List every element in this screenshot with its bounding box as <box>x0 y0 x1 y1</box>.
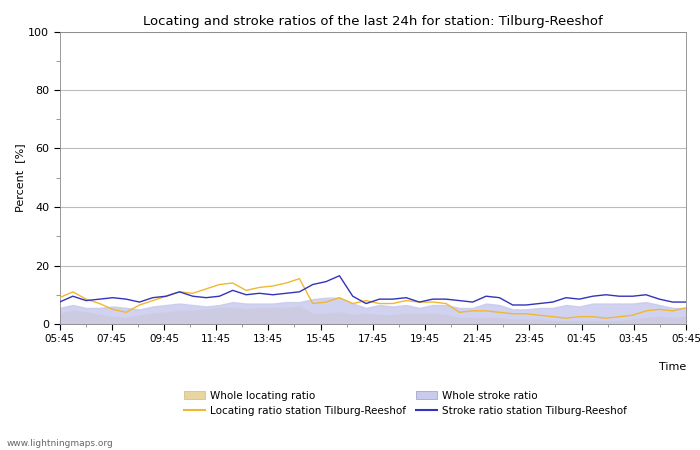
Legend: Whole locating ratio, Locating ratio station Tilburg-Reeshof, Whole stroke ratio: Whole locating ratio, Locating ratio sta… <box>183 391 627 416</box>
Text: Time: Time <box>659 362 686 372</box>
Text: www.lightningmaps.org: www.lightningmaps.org <box>7 439 113 448</box>
Title: Locating and stroke ratios of the last 24h for station: Tilburg-Reeshof: Locating and stroke ratios of the last 2… <box>143 14 603 27</box>
Y-axis label: Percent  [%]: Percent [%] <box>15 144 25 212</box>
